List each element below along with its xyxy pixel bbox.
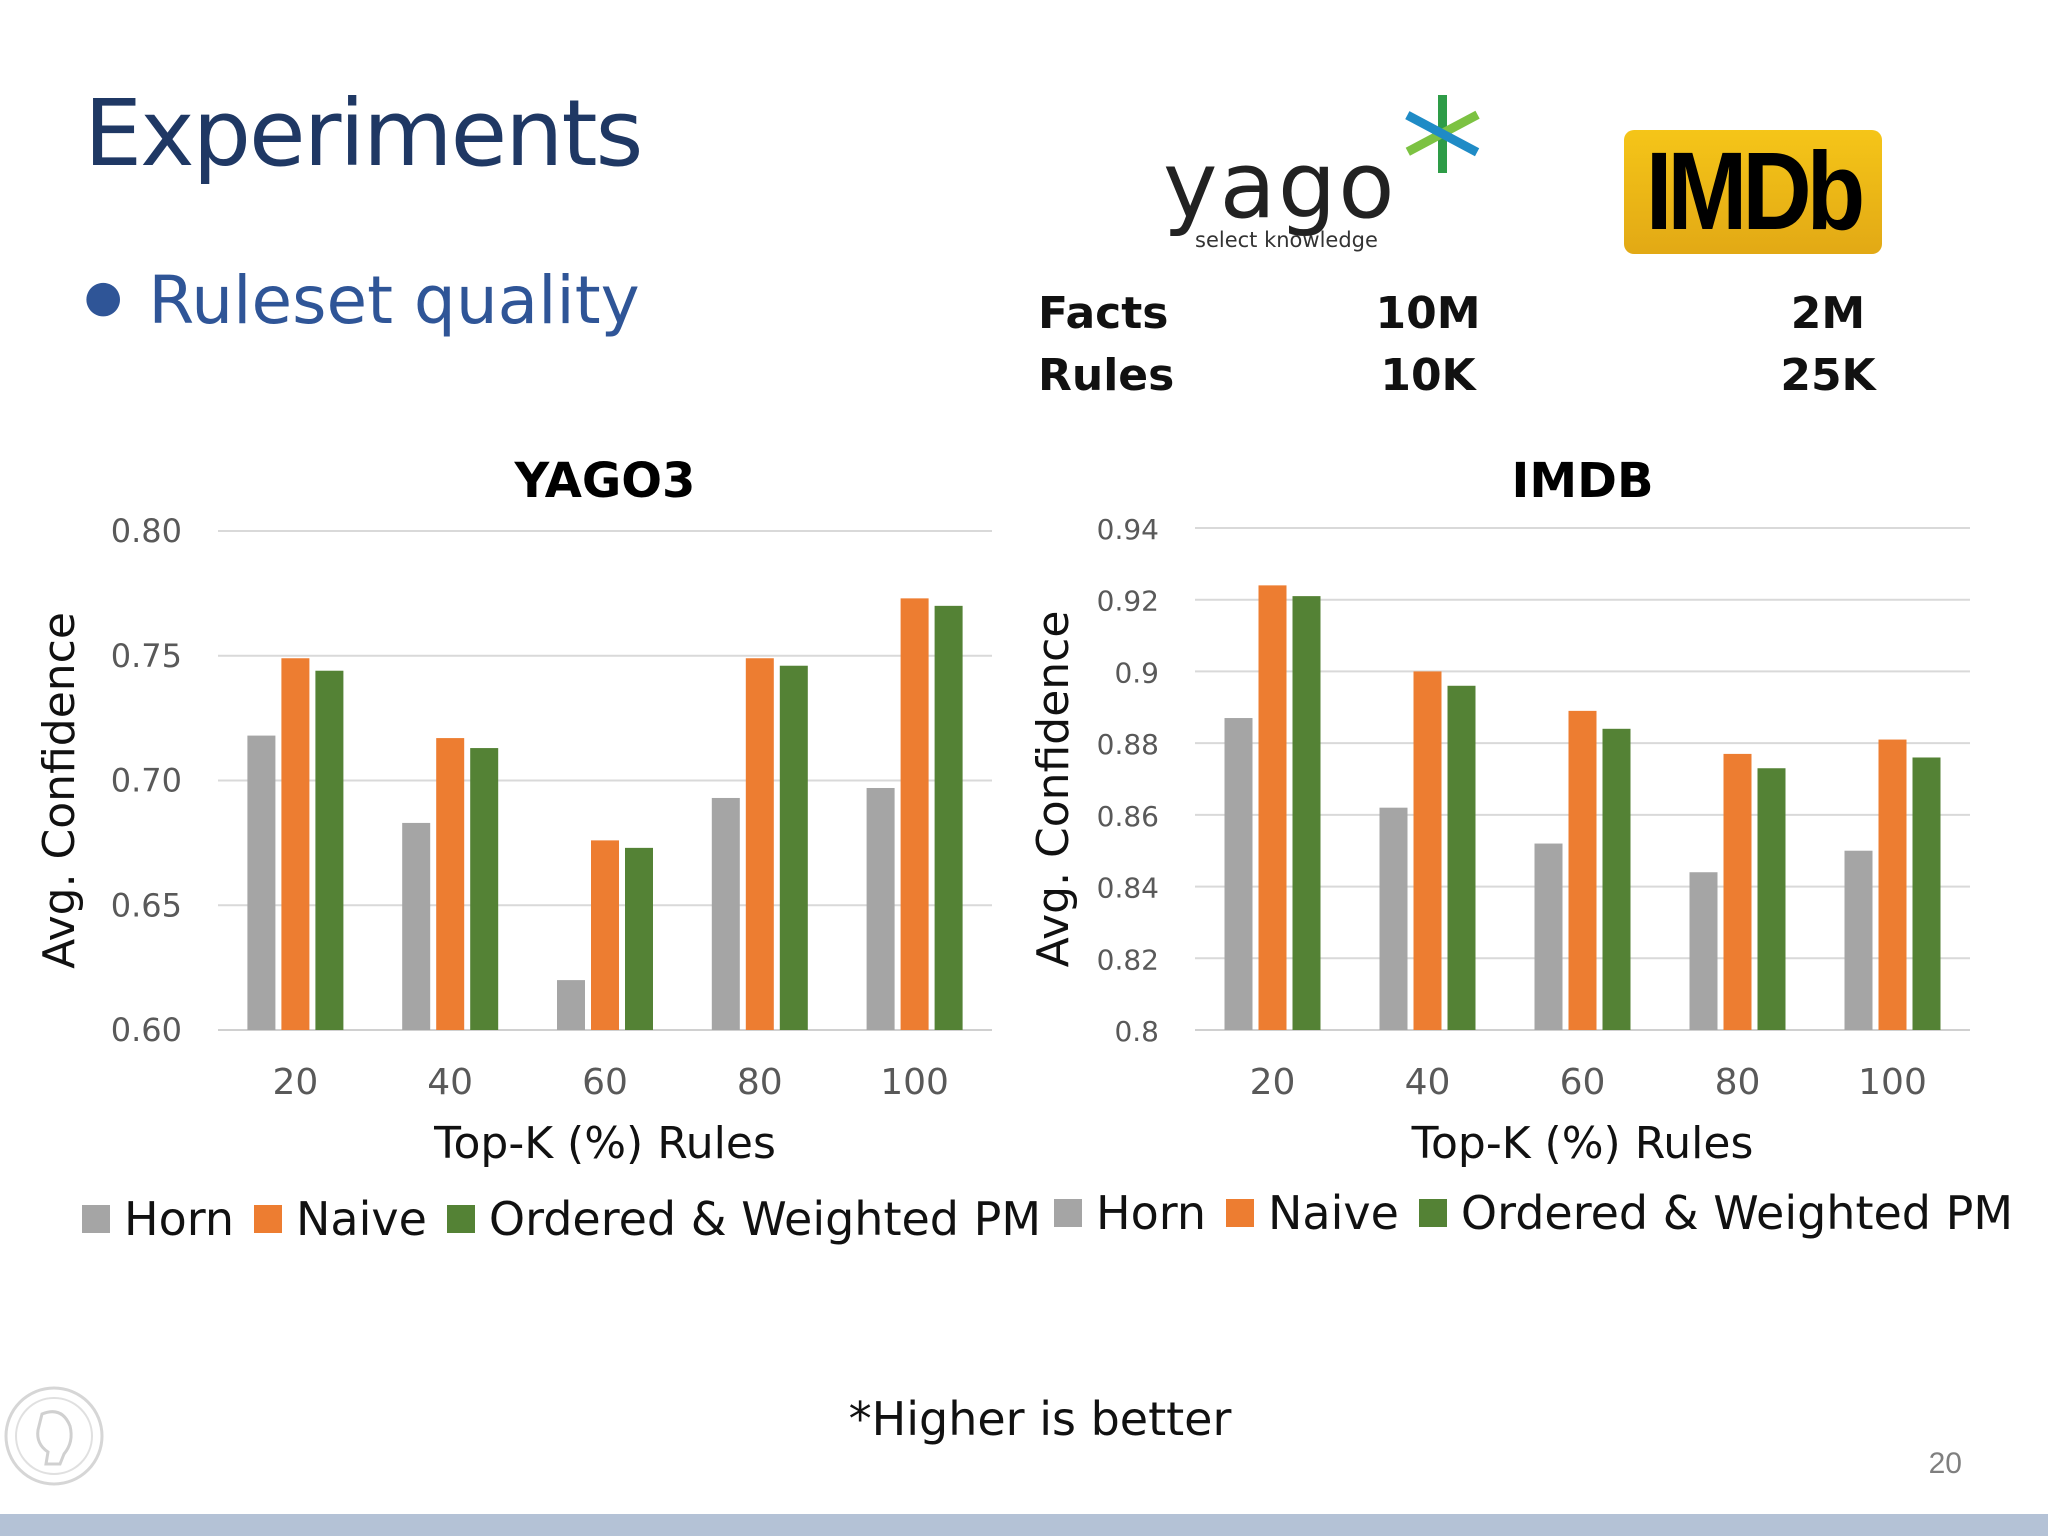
y-tick-label: 0.65 <box>111 886 182 924</box>
chart-title: YAGO3 <box>514 455 696 509</box>
legend-swatch-naive <box>1226 1199 1254 1227</box>
y-tick-label: 0.92 <box>1097 585 1159 618</box>
bar-naive-60 <box>591 840 619 1030</box>
slide-title: Experiments <box>84 80 643 187</box>
bullet-dot: ● <box>84 271 123 323</box>
bar-naive-60 <box>1568 710 1597 1030</box>
bar-ordered-weighted-pm-60 <box>625 847 653 1030</box>
legend-swatch-horn <box>82 1205 110 1233</box>
bar-horn-20 <box>247 735 276 1030</box>
slide-footer-bar <box>0 1514 2048 1536</box>
y-tick-label: 0.8 <box>1114 1015 1159 1048</box>
bar-ordered-weighted-pm-60 <box>1602 728 1631 1030</box>
imdb-wordmark: IMDb <box>1645 129 1866 253</box>
x-tick-label: 60 <box>582 1062 628 1103</box>
legend-swatch-ordered <box>1418 1199 1447 1227</box>
x-tick-label: 20 <box>272 1062 318 1103</box>
bar-ordered-weighted-pm-100 <box>934 605 963 1030</box>
bar-ordered-weighted-pm-80 <box>779 665 808 1030</box>
y-tick-label: 0.80 <box>111 512 182 550</box>
bar-horn-40 <box>402 822 431 1030</box>
x-tick-label: 40 <box>1405 1062 1451 1103</box>
y-tick-label: 0.9 <box>1114 656 1159 689</box>
yago-wordmark: yago <box>1163 132 1397 239</box>
bar-naive-40 <box>1413 671 1442 1030</box>
stats-yago-value: 10M <box>1375 287 1481 339</box>
bar-ordered-weighted-pm-20 <box>315 670 344 1030</box>
yago-asterisk-icon <box>1405 95 1480 173</box>
bar-horn-60 <box>557 980 585 1030</box>
x-tick-label: 20 <box>1250 1062 1296 1103</box>
yago-tagline: select knowledge <box>1195 228 1378 252</box>
bullet-text: Ruleset quality <box>148 262 640 339</box>
bar-horn-60 <box>1534 843 1563 1030</box>
y-tick-label: 0.60 <box>111 1011 182 1049</box>
x-tick-label: 80 <box>737 1062 783 1103</box>
y-tick-label: 0.84 <box>1097 872 1159 905</box>
y-axis-label: Avg. Confidence <box>40 612 85 969</box>
stats-label: Rules <box>1038 349 1175 401</box>
yago-logo: yago select knowledge <box>1163 95 1480 252</box>
bar-ordered-weighted-pm-100 <box>1912 757 1941 1030</box>
bar-naive-20 <box>281 658 310 1030</box>
imdb-bar-chart: IMDB 0.8 0.82 0.84 0.86 0.88 0.9 0.92 0.94 20 40 60… <box>1035 455 1970 1169</box>
bar-horn-80 <box>711 797 740 1030</box>
dataset-stats: Facts 10M 2M Rules 10K 25K <box>1038 282 1978 406</box>
legend-label-horn: Horn <box>1096 1186 1206 1240</box>
y-tick-label: 0.88 <box>1097 728 1159 761</box>
x-tick-label: 100 <box>1858 1062 1927 1103</box>
x-tick-label: 100 <box>880 1062 949 1103</box>
legend-swatch-ordered <box>446 1205 475 1233</box>
y-tick-label: 0.70 <box>111 762 182 800</box>
bar-naive-100 <box>1878 739 1907 1030</box>
bar-horn-100 <box>1844 850 1873 1030</box>
bar-naive-100 <box>900 598 929 1030</box>
page-number: 20 <box>1928 1447 1962 1480</box>
stats-yago-value: 10K <box>1380 349 1476 401</box>
legend-label-ordered: Ordered & Weighted PM <box>488 1192 1042 1246</box>
chart-title: IMDB <box>1511 455 1653 509</box>
bar-horn-100 <box>866 787 895 1030</box>
legend-label-ordered: Ordered & Weighted PM <box>1460 1186 2014 1240</box>
y-tick-label: 0.75 <box>111 637 182 675</box>
x-tick-label: 80 <box>1715 1062 1761 1103</box>
institution-seal-icon <box>4 1386 104 1486</box>
bar-ordered-weighted-pm-20 <box>1292 596 1321 1030</box>
x-axis-label: Top-K (%) Rules <box>433 1118 776 1169</box>
legend-label-horn: Horn <box>124 1192 234 1246</box>
legend-label-naive: Naive <box>296 1192 427 1246</box>
bar-horn-20 <box>1224 718 1253 1030</box>
stats-imdb-value: 25K <box>1780 349 1876 401</box>
yago3-bar-chart: YAGO3 0.60 0.65 0.70 0.75 0.80 20 40 60 80 100 Top-… <box>40 455 992 1169</box>
x-axis-label: Top-K (%) Rules <box>1411 1118 1754 1169</box>
y-tick-label: 0.86 <box>1097 800 1159 833</box>
bar-ordered-weighted-pm-80 <box>1757 768 1786 1030</box>
legend-label-naive: Naive <box>1268 1186 1399 1240</box>
stats-label: Facts <box>1038 287 1169 339</box>
bar-naive-80 <box>1723 753 1752 1030</box>
bar-horn-40 <box>1379 807 1408 1030</box>
y-tick-label: 0.94 <box>1097 513 1159 546</box>
stats-row-facts: Facts 10M 2M <box>1038 282 1978 344</box>
bar-horn-80 <box>1689 872 1718 1030</box>
y-axis-label: Avg. Confidence <box>1035 611 1079 968</box>
legend-swatch-horn <box>1054 1199 1082 1227</box>
bar-naive-40 <box>436 738 465 1030</box>
x-tick-label: 60 <box>1560 1062 1606 1103</box>
stats-imdb-value: 2M <box>1790 287 1866 339</box>
bar-ordered-weighted-pm-40 <box>1447 685 1476 1030</box>
bullet-item: ● Ruleset quality <box>84 262 640 339</box>
bar-naive-20 <box>1258 585 1287 1030</box>
footnote: *Higher is better <box>848 1392 1232 1446</box>
y-tick-label: 0.82 <box>1097 943 1159 976</box>
bar-naive-80 <box>745 658 774 1030</box>
legend-swatch-naive <box>254 1205 282 1233</box>
yago3-legend: Horn Naive Ordered & Weighted PM <box>82 1192 1041 1246</box>
imdb-legend: Horn Naive Ordered & Weighted PM <box>1054 1186 2013 1240</box>
bar-ordered-weighted-pm-40 <box>470 748 499 1030</box>
stats-row-rules: Rules 10K 25K <box>1038 344 1978 406</box>
imdb-logo: IMDb <box>1624 130 1882 254</box>
x-tick-label: 40 <box>427 1062 473 1103</box>
